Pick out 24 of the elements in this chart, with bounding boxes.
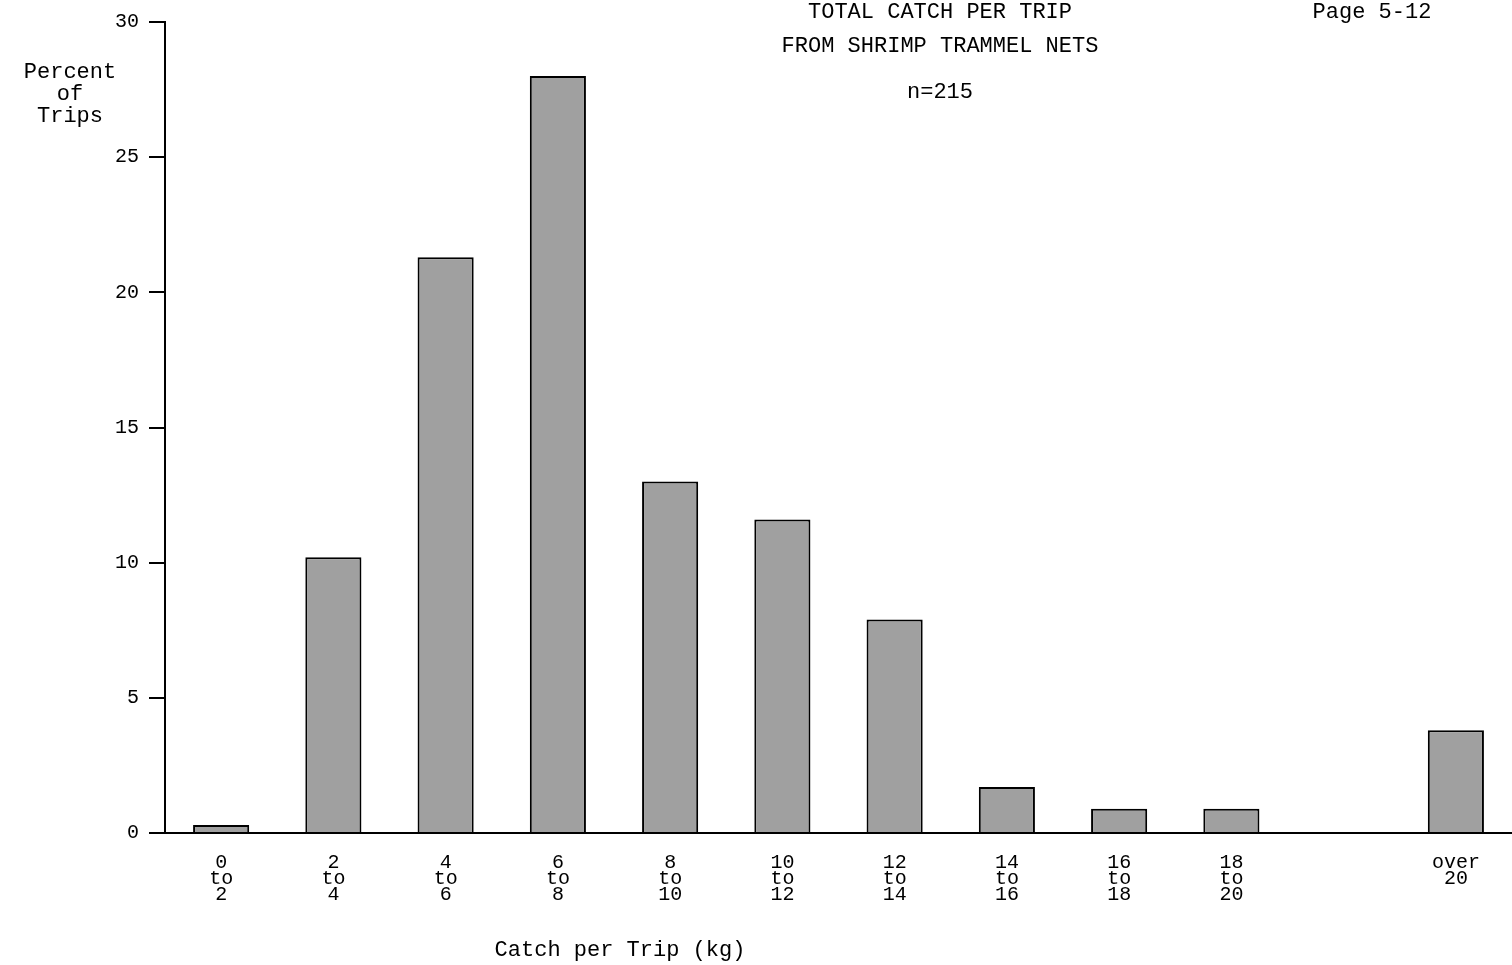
y-axis-title: Percent of Trips	[23, 59, 117, 129]
annotation: n=215	[906, 79, 974, 105]
x-tick-label: 2 to 4	[321, 851, 346, 907]
x-tick-label: 10 to 12	[770, 851, 795, 907]
x-tick-label: 14 to 16	[994, 851, 1019, 907]
x-tick-label: 4 to 6	[433, 851, 458, 907]
y-tick-label: 5	[126, 686, 139, 710]
x-tick-label: 18 to 20	[1219, 851, 1244, 907]
x-tick-label: 16 to 18	[1107, 851, 1132, 907]
y-tick-label: 0	[126, 821, 139, 845]
y-tick-label: 15	[114, 415, 139, 439]
chart-title: TOTAL CATCH PER TRIP	[807, 0, 1073, 25]
annotation: Page 5-12	[1312, 0, 1432, 25]
y-tick-label: 30	[114, 10, 139, 34]
x-tick-label: 6 to 8	[545, 851, 570, 907]
y-tick-label: 20	[114, 280, 139, 304]
x-tick-label: over 20	[1431, 851, 1480, 891]
y-tick-label: 10	[114, 550, 139, 574]
x-tick-label: 0 to 2	[209, 851, 234, 907]
text: FROM SHRIMP TRAMMEL NETS	[781, 33, 1099, 59]
y-tick-label: 25	[114, 145, 139, 169]
x-tick-label: 12 to 14	[882, 851, 907, 907]
x-axis-title: Catch per Trip (kg)	[494, 937, 746, 963]
x-tick-label: 8 to 10	[658, 851, 683, 907]
